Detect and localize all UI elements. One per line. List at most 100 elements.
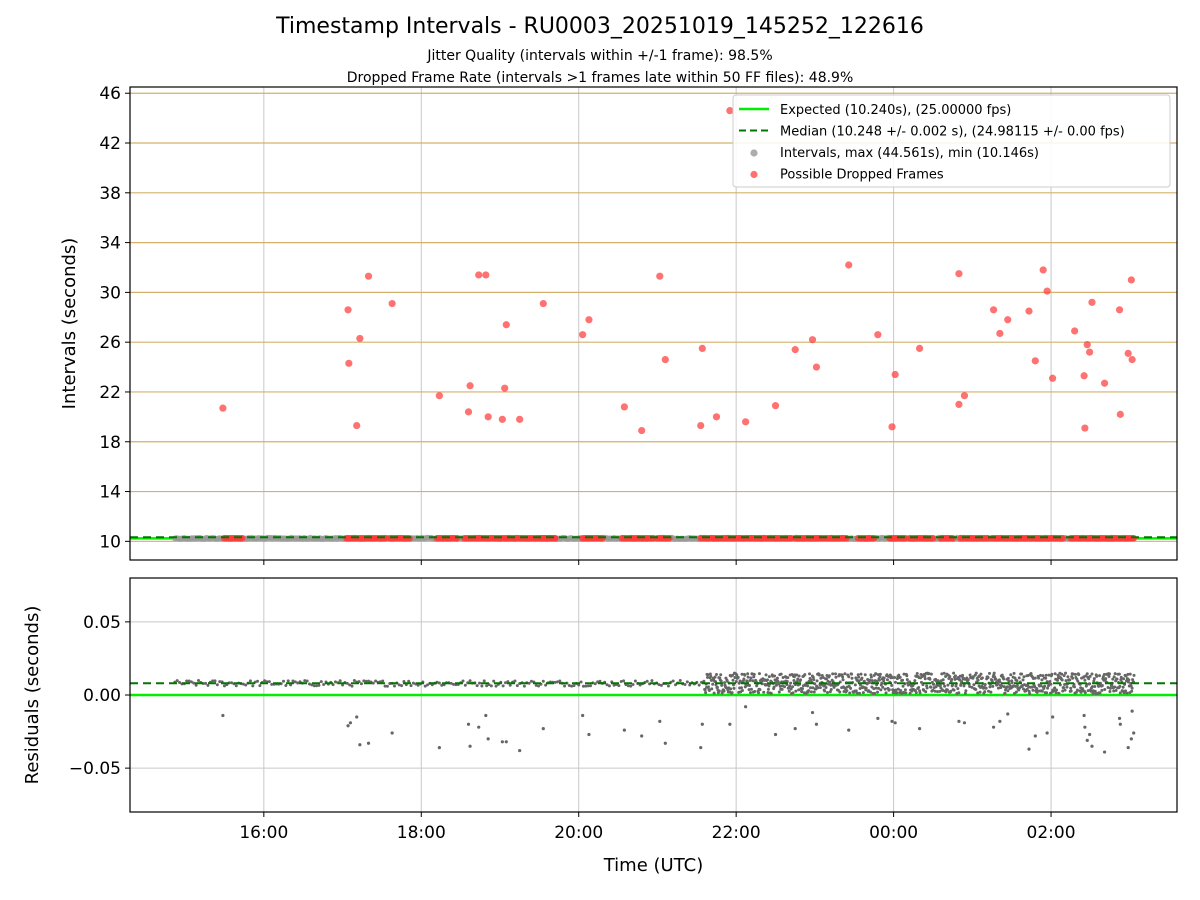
y-tick-label: −0.05 [69,759,121,779]
dropped-frame-point [1025,307,1033,315]
legend-label: Intervals, max (44.561s), min (10.146s) [780,146,1039,161]
residual-point [263,679,267,683]
residual-point [1097,684,1101,688]
residual-outlier-point [486,737,490,741]
residual-point [1114,688,1118,692]
residual-point [374,679,378,683]
residual-point [338,679,342,683]
dropped-frame-point [771,402,780,410]
residual-point [729,687,733,691]
residual-point [943,684,947,688]
residual-point [213,679,217,683]
residual-point [251,684,255,688]
residual-outlier-point [348,721,353,725]
residual-point [359,682,363,686]
residual-point [929,672,933,676]
x-tick-label: 18:00 [397,823,446,843]
residual-point [870,679,874,683]
residual-outlier-point [1090,744,1094,748]
residual-point [1002,677,1006,681]
residual-point [650,679,654,683]
residual-point [1065,685,1069,689]
residual-point [541,679,545,683]
residual-point [883,687,887,691]
residual-point [1017,676,1021,680]
residual-point [797,688,801,692]
residual-point [685,680,689,684]
residual-point [371,681,375,685]
residual-outlier-point [847,728,851,732]
residual-point [974,688,978,692]
residual-point [880,681,884,685]
x-axis-label: Time (UTC) [603,855,704,876]
residual-point [859,683,863,687]
residual-point [1112,689,1116,693]
residual-point [876,673,880,677]
residual-point [925,686,929,690]
residual-point [863,673,867,677]
residual-point [529,679,533,683]
residual-point [1100,688,1104,692]
residual-point [555,680,559,684]
residual-point [258,684,262,688]
residual-point [1030,685,1034,689]
dropped-frame-point [698,344,706,352]
residual-outlier-point [962,721,967,725]
dropped-frame-rate-subtitle: Dropped Frame Rate (intervals >1 frames … [346,70,854,86]
residual-outlier-point [700,722,704,726]
residual-point [284,684,288,688]
residual-point [865,682,869,686]
residual-point [527,681,531,685]
dropped-frame-point [388,299,396,308]
residual-outlier-point [893,721,897,725]
residual-point [876,690,880,694]
residual-outlier-point [773,732,778,737]
residual-point [563,684,567,688]
residual-point [589,684,593,688]
dropped-frame-point [464,408,473,416]
residual-point [984,686,988,690]
residual-point [928,677,932,681]
residual-point [777,690,781,694]
residual-point [1117,672,1121,676]
residual-point [1044,676,1048,680]
legend-label: Median (10.248 +/- 0.002 s), (24.98115 +… [780,125,1125,140]
residual-point [919,680,923,684]
residual-point [437,681,441,685]
residual-point [206,683,210,687]
residual-point [983,682,987,686]
residual-point [286,679,290,683]
residual-point [710,687,714,691]
residual-point [513,679,517,683]
residual-point [740,686,744,690]
residual-point [983,690,987,694]
residual-point [1071,676,1075,680]
residual-point [248,679,252,683]
residual-point [962,684,966,688]
residual-point [189,680,193,684]
legend-swatch-dot [750,170,758,179]
residual-outlier-point [466,722,471,726]
residual-point [932,682,936,686]
residual-point [817,673,821,677]
y-tick-label: 0.00 [83,686,121,706]
residual-point [987,689,991,693]
residual-point [1064,679,1068,683]
residual-point [1028,691,1032,695]
residual-point [933,689,937,693]
residual-point [683,683,687,687]
residual-point [927,672,931,676]
residual-point [1100,684,1104,688]
residual-outlier-point [793,727,797,731]
residual-outlier-point [1045,731,1049,735]
residual-point [901,684,905,688]
residual-point [781,675,785,679]
residual-point [367,679,371,683]
residual-point [812,678,816,682]
residual-point [1056,678,1060,682]
residual-point [1006,676,1010,680]
residual-point [1042,687,1046,691]
x-tick-label: 20:00 [554,823,603,843]
residual-point [1131,678,1135,682]
residual-point [697,683,701,687]
